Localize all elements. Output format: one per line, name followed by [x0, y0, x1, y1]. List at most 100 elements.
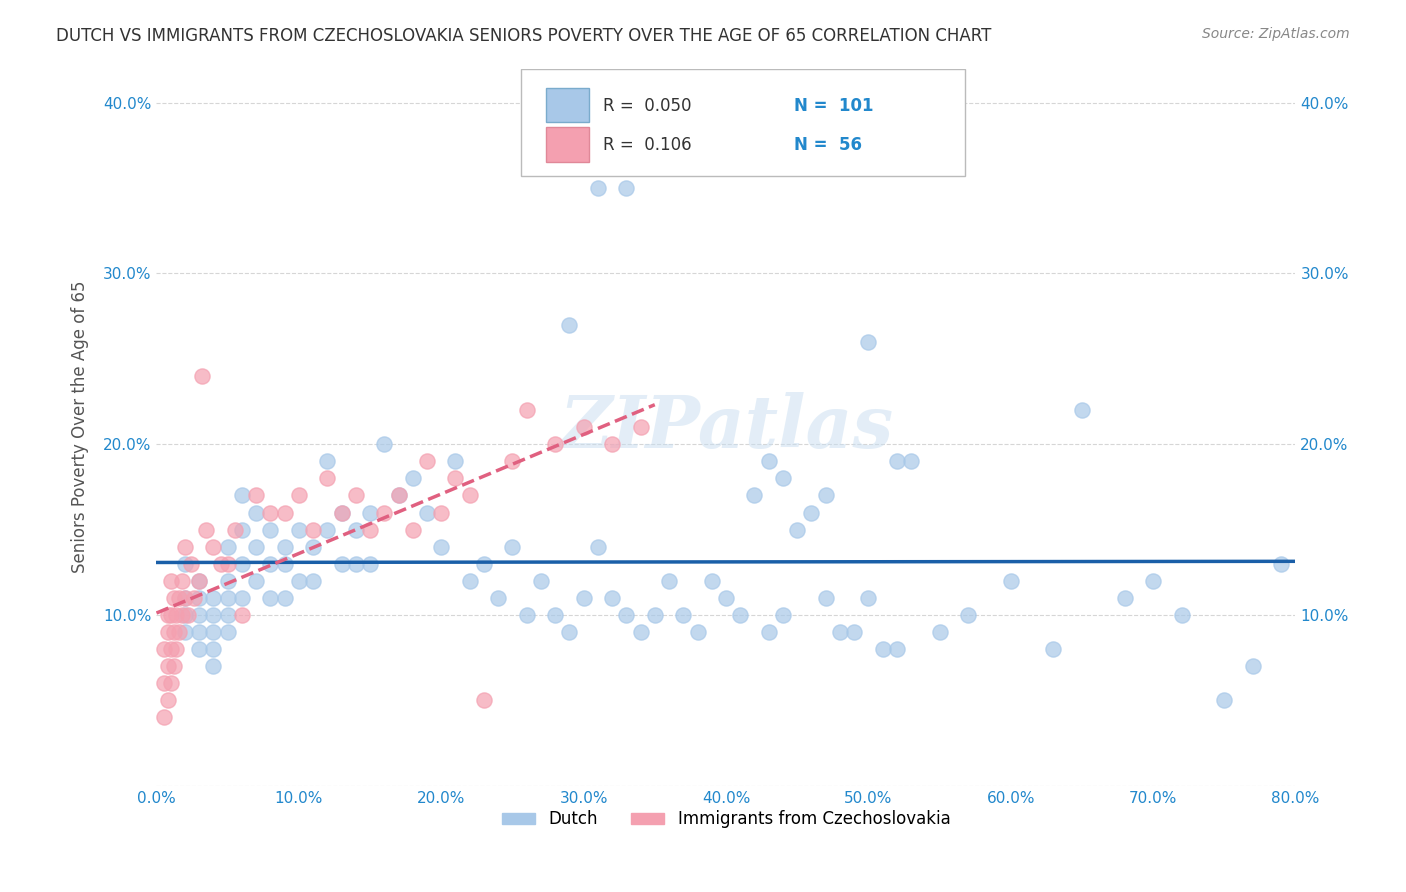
Point	[169, 625, 191, 640]
Point	[159, 642, 181, 657]
Point	[402, 523, 425, 537]
Point	[231, 488, 253, 502]
Point	[259, 506, 281, 520]
Point	[217, 557, 239, 571]
Point	[316, 471, 339, 485]
Point	[245, 574, 267, 588]
Point	[630, 420, 652, 434]
Point	[714, 591, 737, 605]
Point	[344, 557, 367, 571]
Point	[202, 642, 225, 657]
Point	[156, 659, 179, 673]
Point	[156, 625, 179, 640]
Point	[359, 523, 381, 537]
Point	[814, 488, 837, 502]
Point	[586, 540, 609, 554]
Point	[800, 506, 823, 520]
Point	[744, 488, 766, 502]
Point	[302, 574, 325, 588]
Point	[159, 607, 181, 622]
Point	[956, 607, 979, 622]
Point	[558, 625, 581, 640]
Point	[245, 540, 267, 554]
Point	[217, 574, 239, 588]
Point	[516, 403, 538, 417]
Point	[231, 607, 253, 622]
Point	[530, 574, 553, 588]
Point	[472, 693, 495, 707]
Point	[458, 488, 481, 502]
Point	[316, 454, 339, 468]
Point	[259, 557, 281, 571]
Point	[600, 591, 623, 605]
Point	[202, 540, 225, 554]
Text: ZIPatlas: ZIPatlas	[560, 392, 893, 463]
Point	[501, 540, 523, 554]
Point	[772, 607, 794, 622]
Point	[387, 488, 409, 502]
Point	[162, 659, 184, 673]
Point	[1213, 693, 1236, 707]
Point	[1114, 591, 1136, 605]
Point	[152, 676, 174, 690]
Point	[174, 540, 197, 554]
Point	[344, 523, 367, 537]
Point	[273, 557, 295, 571]
Point	[686, 625, 709, 640]
Point	[544, 437, 567, 451]
Point	[928, 625, 950, 640]
Y-axis label: Seniors Poverty Over the Age of 65: Seniors Poverty Over the Age of 65	[72, 281, 89, 574]
Text: Source: ZipAtlas.com: Source: ZipAtlas.com	[1202, 27, 1350, 41]
Legend: Dutch, Immigrants from Czechoslovakia: Dutch, Immigrants from Czechoslovakia	[495, 804, 957, 835]
Bar	[546, 128, 589, 161]
Point	[169, 591, 191, 605]
Point	[644, 607, 666, 622]
Point	[273, 540, 295, 554]
Point	[174, 625, 197, 640]
Point	[330, 557, 353, 571]
Point	[177, 607, 200, 622]
FancyBboxPatch shape	[522, 69, 965, 176]
Point	[188, 574, 211, 588]
Point	[614, 181, 637, 195]
Point	[558, 318, 581, 332]
Point	[728, 607, 751, 622]
Point	[458, 574, 481, 588]
Point	[658, 574, 681, 588]
Point	[165, 642, 187, 657]
Point	[174, 557, 197, 571]
Point	[172, 574, 194, 588]
Point	[183, 591, 205, 605]
Point	[700, 574, 723, 588]
Point	[288, 574, 311, 588]
Point	[758, 625, 780, 640]
Point	[202, 625, 225, 640]
Point	[202, 607, 225, 622]
Point	[1142, 574, 1164, 588]
Point	[302, 540, 325, 554]
Point	[472, 557, 495, 571]
Point	[672, 607, 695, 622]
Point	[174, 591, 197, 605]
Point	[444, 454, 467, 468]
Point	[416, 454, 439, 468]
Point	[188, 591, 211, 605]
Point	[152, 642, 174, 657]
Point	[344, 488, 367, 502]
Point	[330, 506, 353, 520]
Text: DUTCH VS IMMIGRANTS FROM CZECHOSLOVAKIA SENIORS POVERTY OVER THE AGE OF 65 CORRE: DUTCH VS IMMIGRANTS FROM CZECHOSLOVAKIA …	[56, 27, 991, 45]
Point	[1070, 403, 1092, 417]
Point	[1241, 659, 1264, 673]
Point	[586, 181, 609, 195]
Point	[209, 557, 232, 571]
Point	[188, 642, 211, 657]
Point	[359, 506, 381, 520]
Point	[231, 557, 253, 571]
Point	[165, 607, 187, 622]
Point	[195, 523, 218, 537]
Text: R =  0.106: R = 0.106	[603, 136, 692, 154]
Point	[191, 368, 214, 383]
Point	[152, 710, 174, 724]
Point	[159, 574, 181, 588]
Point	[501, 454, 523, 468]
